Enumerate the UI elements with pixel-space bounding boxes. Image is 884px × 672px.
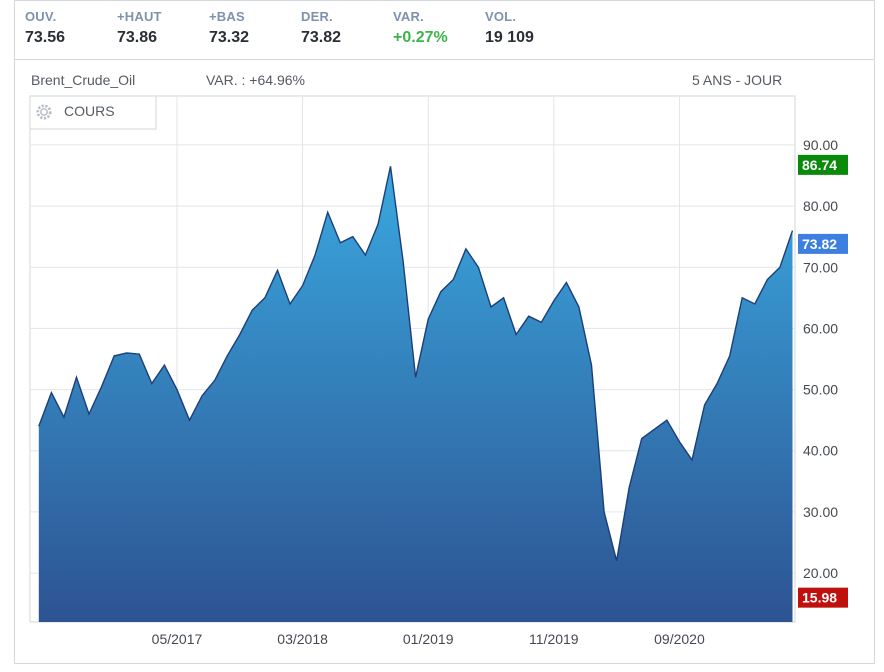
stat-label: +HAUT — [117, 9, 162, 24]
price-line — [38, 166, 794, 561]
y-tick-label: 70.00 — [803, 259, 838, 275]
x-axis: 05/2017 03/2018 01/2019 11/2019 09/2020 — [152, 631, 705, 647]
period-selector[interactable]: 5 ANS - JOUR — [692, 72, 783, 88]
y-tick-label: 30.00 — [803, 504, 838, 520]
y-tick-label: 80.00 — [803, 198, 838, 214]
x-tick-label: 01/2019 — [403, 631, 454, 647]
price-marker-badge — [798, 587, 848, 608]
price-marker-label: 86.74 — [802, 157, 837, 173]
stat-label: DER. — [301, 9, 333, 24]
instrument-name: Brent_Crude_Oil — [31, 72, 136, 88]
stat-open: OUV. 73.56 — [25, 9, 65, 47]
stat-last: DER. 73.82 — [301, 9, 341, 47]
price-marker-label: 73.82 — [802, 236, 837, 252]
stat-low: +BAS 73.32 — [209, 9, 249, 47]
x-tick-label: 11/2019 — [529, 631, 579, 647]
period-variation: VAR. : +64.96% — [206, 72, 305, 88]
y-tick-label: 50.00 — [803, 382, 838, 398]
stat-value: 73.86 — [117, 29, 158, 46]
y-tick-label: 90.00 — [803, 137, 838, 153]
x-tick-label: 03/2018 — [277, 631, 328, 647]
price-marker-badge — [798, 154, 848, 175]
stat-label: +BAS — [209, 9, 245, 24]
y-tick-label: 40.00 — [803, 443, 838, 459]
stat-value: 73.32 — [209, 29, 250, 46]
stat-value: +0.27% — [393, 29, 448, 46]
stat-volume: VOL. 19 109 — [485, 9, 534, 47]
x-tick-label: 05/2017 — [152, 631, 203, 647]
series-panel-text: COURS — [64, 103, 115, 119]
stat-high: +HAUT 73.86 — [117, 9, 162, 47]
quote-stats-bar: OUV. 73.56 +HAUT 73.86 +BAS 73.32 DER. 7… — [15, 1, 874, 60]
y-tick-label: 20.00 — [803, 565, 838, 581]
stat-value: 19 109 — [485, 29, 534, 46]
price-marker-label: 15.98 — [802, 590, 837, 606]
stat-value: 73.56 — [25, 29, 66, 46]
price-markers: 86.74 73.82 15.98 — [798, 154, 848, 608]
stat-label: OUV. — [25, 9, 57, 24]
price-area — [38, 166, 793, 623]
y-tick-label: 60.00 — [803, 320, 838, 336]
price-marker-badge — [798, 233, 848, 254]
gear-icon[interactable] — [36, 104, 52, 120]
stat-label: VOL. — [485, 9, 517, 24]
stat-change: VAR. +0.27% — [393, 9, 448, 47]
x-tick-label: 09/2020 — [654, 631, 705, 647]
y-axis: 90.00 80.00 70.00 60.00 50.00 40.00 30.00 20.00 — [803, 137, 838, 581]
stat-label: VAR. — [393, 9, 424, 24]
stat-value: 73.82 — [301, 29, 342, 46]
